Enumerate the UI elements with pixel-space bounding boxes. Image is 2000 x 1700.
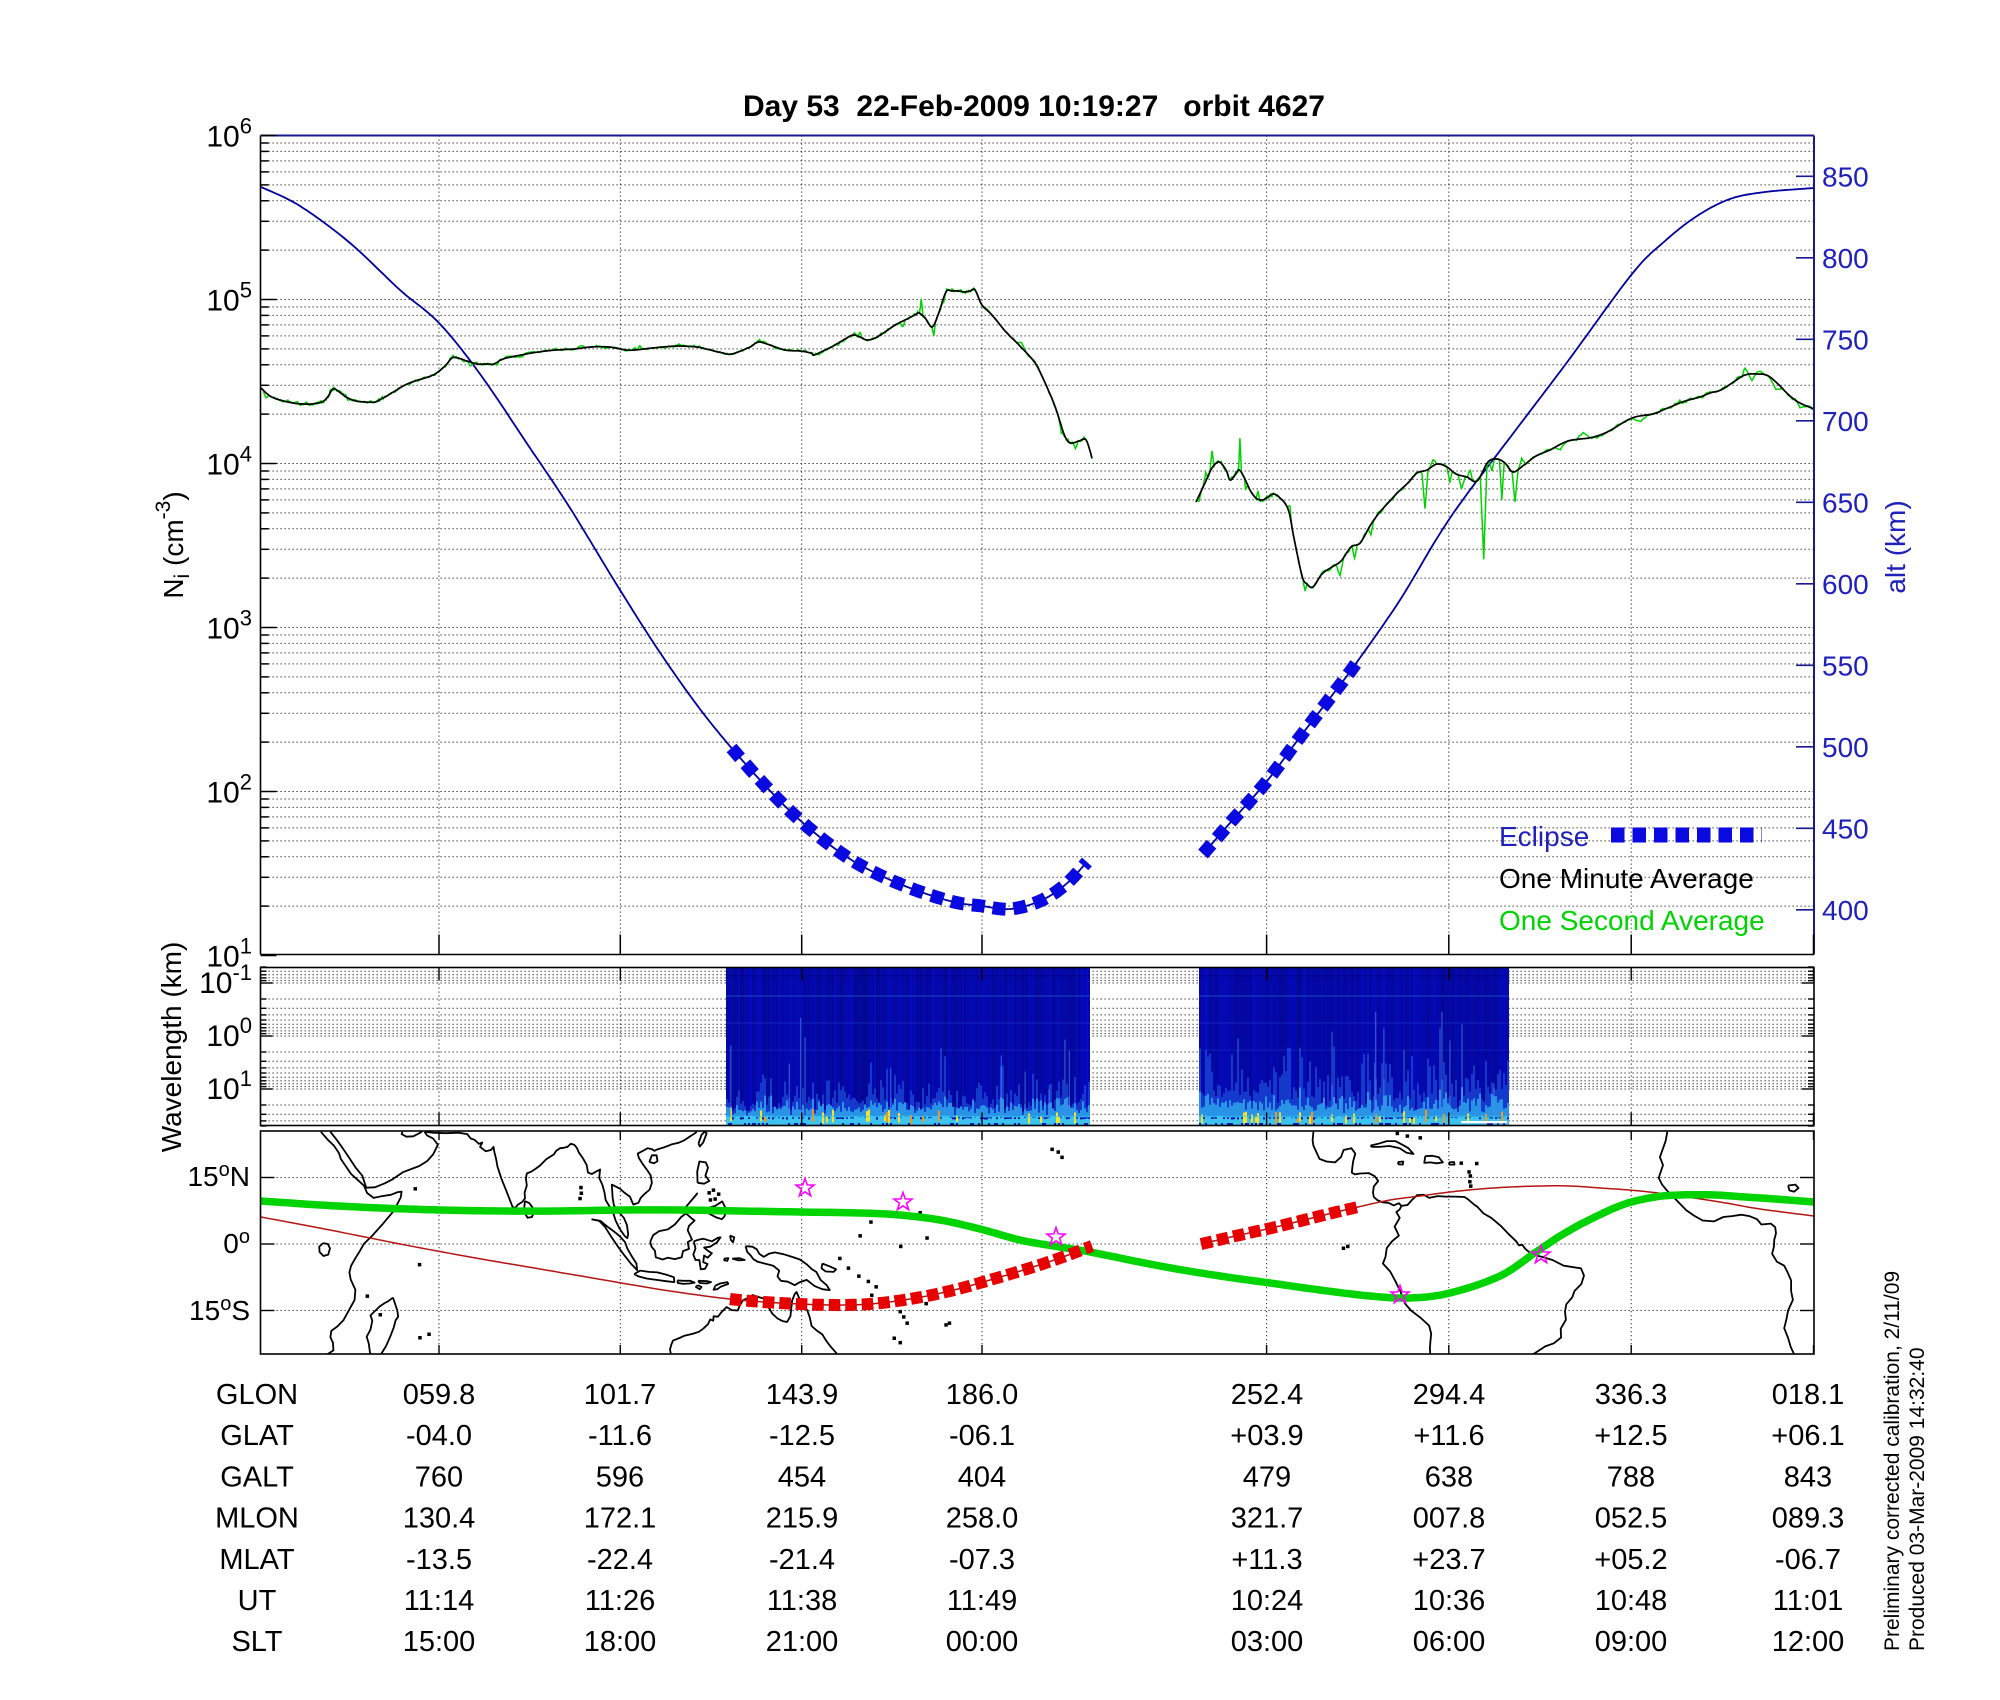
svg-text:104: 104 xyxy=(206,442,252,482)
svg-text:+11.3: +11.3 xyxy=(1231,1544,1302,1576)
svg-text:788: 788 xyxy=(1607,1461,1655,1493)
svg-text:-06.7: -06.7 xyxy=(1775,1544,1841,1576)
svg-text:11:14: 11:14 xyxy=(404,1585,474,1617)
svg-text:11:26: 11:26 xyxy=(585,1585,655,1617)
svg-text:15oS: 15oS xyxy=(189,1293,250,1326)
svg-text:600: 600 xyxy=(1822,569,1869,600)
svg-text:172.1: 172.1 xyxy=(584,1503,657,1535)
svg-text:294.4: 294.4 xyxy=(1413,1379,1486,1411)
svg-text:GLAT: GLAT xyxy=(220,1420,294,1452)
svg-text:+12.5: +12.5 xyxy=(1594,1420,1667,1452)
svg-text:750: 750 xyxy=(1822,324,1869,355)
svg-text:15oN: 15oN xyxy=(187,1159,250,1192)
svg-text:Produced 03-Mar-2009 14:32:40: Produced 03-Mar-2009 14:32:40 xyxy=(1906,1347,1929,1651)
svg-text:MLAT: MLAT xyxy=(219,1544,294,1576)
svg-text:GLON: GLON xyxy=(216,1379,298,1411)
svg-text:007.8: 007.8 xyxy=(1413,1503,1486,1535)
svg-text:089.3: 089.3 xyxy=(1772,1503,1845,1535)
svg-text:One Minute Average: One Minute Average xyxy=(1499,863,1754,894)
svg-text:00:00: 00:00 xyxy=(946,1626,1019,1658)
svg-text:11:01: 11:01 xyxy=(1773,1585,1843,1617)
svg-text:Wavelength (km): Wavelength (km) xyxy=(156,942,187,1153)
svg-text:+23.7: +23.7 xyxy=(1412,1544,1485,1576)
svg-text:130.4: 130.4 xyxy=(403,1503,476,1535)
svg-text:052.5: 052.5 xyxy=(1595,1503,1668,1535)
svg-text:843: 843 xyxy=(1784,1461,1832,1493)
svg-text:+03.9: +03.9 xyxy=(1230,1420,1303,1452)
svg-text:11:38: 11:38 xyxy=(767,1585,837,1617)
svg-text:596: 596 xyxy=(596,1461,644,1493)
svg-text:UT: UT xyxy=(238,1585,277,1617)
svg-text:450: 450 xyxy=(1822,813,1869,844)
svg-text:800: 800 xyxy=(1822,243,1869,274)
svg-text:+06.1: +06.1 xyxy=(1771,1420,1844,1452)
svg-text:10:48: 10:48 xyxy=(1595,1585,1668,1617)
svg-text:GALT: GALT xyxy=(220,1461,294,1493)
svg-text:400: 400 xyxy=(1822,895,1869,926)
svg-text:21:00: 21:00 xyxy=(766,1626,839,1658)
svg-text:alt (km): alt (km) xyxy=(1880,500,1911,593)
svg-text:0o: 0o xyxy=(223,1226,250,1259)
svg-text:-13.5: -13.5 xyxy=(406,1544,472,1576)
svg-text:Day 53 22-Feb-2009 10:19:27: Day 53 22-Feb-2009 10:19:27 orbit 4627 xyxy=(743,90,1325,123)
svg-text:336.3: 336.3 xyxy=(1595,1379,1668,1411)
svg-text:700: 700 xyxy=(1822,406,1869,437)
svg-text:018.1: 018.1 xyxy=(1772,1379,1845,1411)
svg-text:100: 100 xyxy=(206,1013,252,1053)
svg-text:+05.2: +05.2 xyxy=(1594,1544,1667,1576)
svg-text:MLON: MLON xyxy=(215,1503,299,1535)
svg-text:186.0: 186.0 xyxy=(946,1379,1019,1411)
svg-text:-21.4: -21.4 xyxy=(769,1544,835,1576)
svg-text:638: 638 xyxy=(1425,1461,1473,1493)
svg-text:101: 101 xyxy=(206,934,252,974)
svg-text:11:49: 11:49 xyxy=(947,1585,1017,1617)
svg-text:479: 479 xyxy=(1243,1461,1291,1493)
svg-text:143.9: 143.9 xyxy=(766,1379,839,1411)
svg-text:850: 850 xyxy=(1822,161,1869,192)
svg-text:+11.6: +11.6 xyxy=(1413,1420,1484,1452)
svg-text:-22.4: -22.4 xyxy=(587,1544,653,1576)
svg-text:101.7: 101.7 xyxy=(584,1379,657,1411)
svg-text:12:00: 12:00 xyxy=(1772,1626,1845,1658)
svg-text:105: 105 xyxy=(206,278,252,318)
svg-text:258.0: 258.0 xyxy=(946,1503,1019,1535)
svg-text:650: 650 xyxy=(1822,487,1869,518)
svg-text:One Second Average: One Second Average xyxy=(1499,905,1765,936)
svg-text:321.7: 321.7 xyxy=(1231,1503,1304,1535)
svg-text:760: 760 xyxy=(415,1461,463,1493)
svg-text:404: 404 xyxy=(958,1461,1006,1493)
svg-text:059.8: 059.8 xyxy=(403,1379,476,1411)
svg-text:550: 550 xyxy=(1822,650,1869,681)
svg-text:03:00: 03:00 xyxy=(1231,1626,1304,1658)
svg-text:10:24: 10:24 xyxy=(1231,1585,1304,1617)
svg-text:106: 106 xyxy=(206,114,252,154)
svg-text:Eclipse: Eclipse xyxy=(1499,821,1589,852)
svg-text:252.4: 252.4 xyxy=(1231,1379,1304,1411)
svg-text:09:00: 09:00 xyxy=(1595,1626,1668,1658)
svg-text:18:00: 18:00 xyxy=(584,1626,657,1658)
svg-text:06:00: 06:00 xyxy=(1413,1626,1486,1658)
svg-text:SLT: SLT xyxy=(231,1626,282,1658)
svg-text:-12.5: -12.5 xyxy=(769,1420,835,1452)
svg-text:-06.1: -06.1 xyxy=(949,1420,1015,1452)
svg-text:-04.0: -04.0 xyxy=(406,1420,472,1452)
svg-text:101: 101 xyxy=(206,1066,252,1106)
svg-text:-07.3: -07.3 xyxy=(949,1544,1015,1576)
svg-text:Ni (cm-3): Ni (cm-3) xyxy=(152,491,194,598)
svg-text:500: 500 xyxy=(1822,732,1869,763)
svg-text:15:00: 15:00 xyxy=(403,1626,476,1658)
svg-text:454: 454 xyxy=(778,1461,826,1493)
svg-text:215.9: 215.9 xyxy=(766,1503,839,1535)
svg-text:10:36: 10:36 xyxy=(1413,1585,1486,1617)
svg-text:103: 103 xyxy=(206,606,252,646)
svg-text:-11.6: -11.6 xyxy=(588,1420,652,1452)
svg-text:102: 102 xyxy=(206,770,252,810)
svg-text:Preliminary corrected calibrat: Preliminary corrected calibration, 2/11/… xyxy=(1881,1271,1904,1651)
